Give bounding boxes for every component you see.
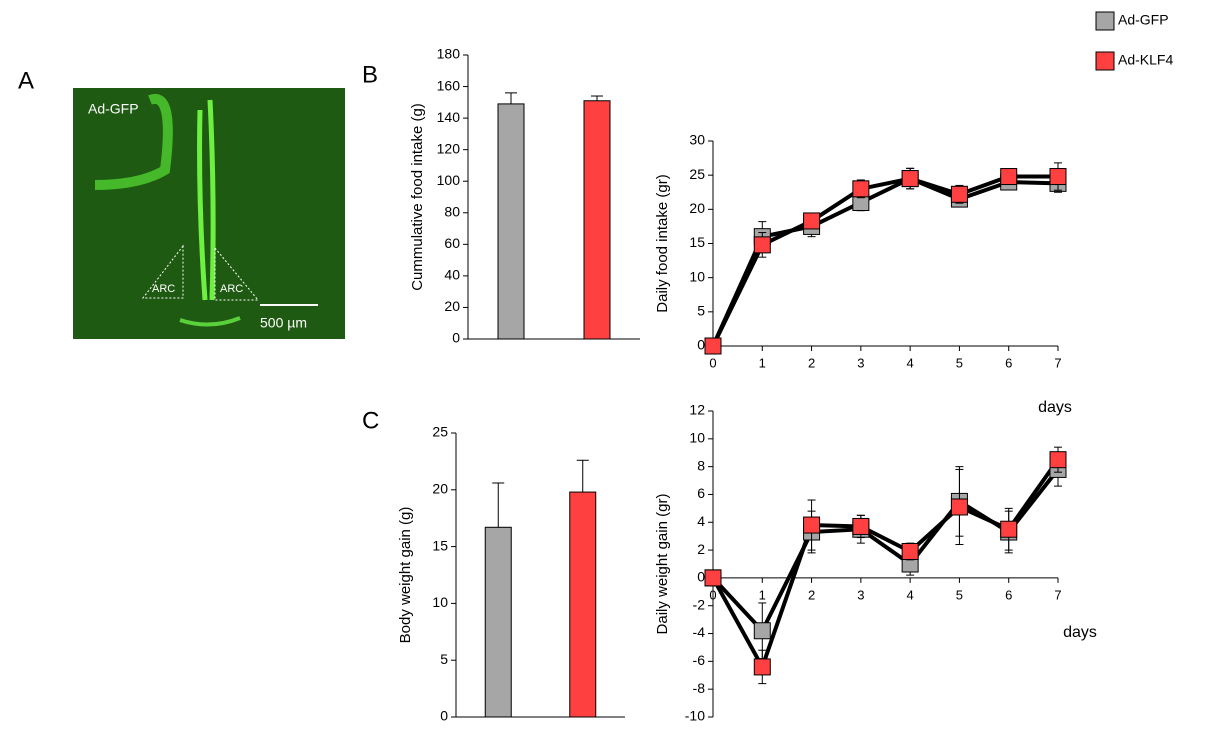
x-tick-label: 7 (1054, 587, 1061, 602)
bar (485, 527, 511, 717)
bar (498, 104, 524, 339)
marker (853, 181, 869, 197)
panel-letter: B (362, 61, 378, 88)
y-tick-label: 4 (697, 513, 705, 529)
y-axis-label: Daily food intake (gr) (654, 174, 671, 312)
legend-label: Ad-KLF4 (1118, 52, 1173, 68)
y-tick-label: 80 (444, 203, 460, 219)
marker (754, 237, 770, 253)
y-tick-label: 0 (452, 330, 460, 346)
y-tick-label: -2 (693, 596, 706, 612)
y-tick-label: -6 (693, 652, 706, 668)
x-tick-label: 1 (759, 355, 766, 370)
y-tick-label: 30 (689, 132, 705, 148)
y-axis-label: Daily weight gain (gr) (654, 494, 671, 635)
y-tick-label: 5 (440, 651, 448, 667)
marker (804, 517, 820, 533)
x-tick-label: 0 (709, 355, 716, 370)
y-tick-label: 160 (437, 77, 461, 93)
y-tick-label: 20 (432, 481, 448, 497)
marker (804, 213, 820, 229)
x-tick-label: 7 (1054, 355, 1061, 370)
series-line (713, 177, 1058, 346)
y-tick-label: 10 (689, 430, 705, 446)
y-tick-label: 2 (697, 541, 705, 557)
y-tick-label: 0 (697, 569, 705, 585)
y-tick-label: 20 (689, 200, 705, 216)
image-label: Ad-GFP (88, 101, 139, 117)
y-tick-label: -4 (693, 624, 706, 640)
panel-letter: A (18, 67, 34, 94)
y-tick-label: 15 (432, 537, 448, 553)
marker (705, 570, 721, 586)
marker (1050, 169, 1066, 185)
figure: A B C Ad-GFP ARC ARC 500 µm Ad-GFP Ad-KLF… (0, 0, 1206, 724)
panel-letter: C (362, 407, 379, 434)
legend-swatch (1096, 52, 1114, 70)
marker (754, 623, 770, 639)
y-tick-label: 15 (689, 234, 705, 250)
y-tick-label: 180 (437, 46, 461, 62)
bar (584, 101, 610, 339)
y-tick-label: 8 (697, 457, 705, 473)
x-tick-label: 0 (709, 587, 716, 602)
marker (1001, 521, 1017, 537)
y-tick-label: 25 (432, 424, 448, 440)
marker (754, 659, 770, 675)
y-tick-label: 10 (689, 268, 705, 284)
region-label: ARC (152, 283, 175, 295)
y-axis-label: Cummulative food intake (g) (409, 103, 426, 291)
y-tick-label: 25 (689, 166, 705, 182)
x-tick-label: 6 (1005, 587, 1012, 602)
y-tick-label: 40 (444, 267, 460, 283)
x-tick-label: 4 (907, 355, 914, 370)
y-tick-label: 12 (689, 402, 705, 418)
y-tick-label: 60 (444, 235, 460, 251)
x-tick-label: 2 (808, 355, 815, 370)
marker (853, 518, 869, 534)
scale-label: 500 µm (260, 315, 307, 331)
y-tick-label: -10 (685, 708, 705, 724)
x-tick-label: 5 (956, 355, 963, 370)
legend-swatch (1096, 12, 1114, 30)
x-tick-label: 4 (907, 587, 914, 602)
y-tick-label: 0 (697, 337, 705, 353)
marker (902, 543, 918, 559)
marker (1001, 169, 1017, 185)
marker (1050, 452, 1066, 468)
x-tick-label: 3 (857, 587, 864, 602)
x-tick-label: 2 (808, 587, 815, 602)
y-tick-label: 0 (440, 708, 448, 724)
x-axis-label: days (1063, 624, 1097, 641)
y-tick-label: 5 (697, 303, 705, 319)
y-tick-label: 20 (444, 298, 460, 314)
y-tick-label: -8 (693, 680, 706, 696)
marker (951, 186, 967, 202)
y-tick-label: 100 (437, 172, 461, 188)
marker (902, 171, 918, 187)
region-label: ARC (220, 283, 243, 295)
y-tick-label: 6 (697, 485, 705, 501)
bar (570, 492, 596, 717)
legend-label: Ad-GFP (1118, 12, 1169, 28)
series-line (713, 179, 1058, 346)
x-tick-label: 3 (857, 355, 864, 370)
y-tick-label: 120 (437, 140, 461, 156)
y-tick-label: 140 (437, 109, 461, 125)
marker (951, 499, 967, 515)
x-tick-label: 6 (1005, 355, 1012, 370)
y-axis-label: Body weight gain (g) (397, 507, 414, 644)
x-tick-label: 5 (956, 587, 963, 602)
x-tick-label: 1 (759, 587, 766, 602)
micrograph: Ad-GFP ARC ARC 500 µm (73, 88, 345, 339)
y-tick-label: 10 (432, 594, 448, 610)
x-axis-label: days (1038, 399, 1072, 416)
marker (705, 338, 721, 354)
